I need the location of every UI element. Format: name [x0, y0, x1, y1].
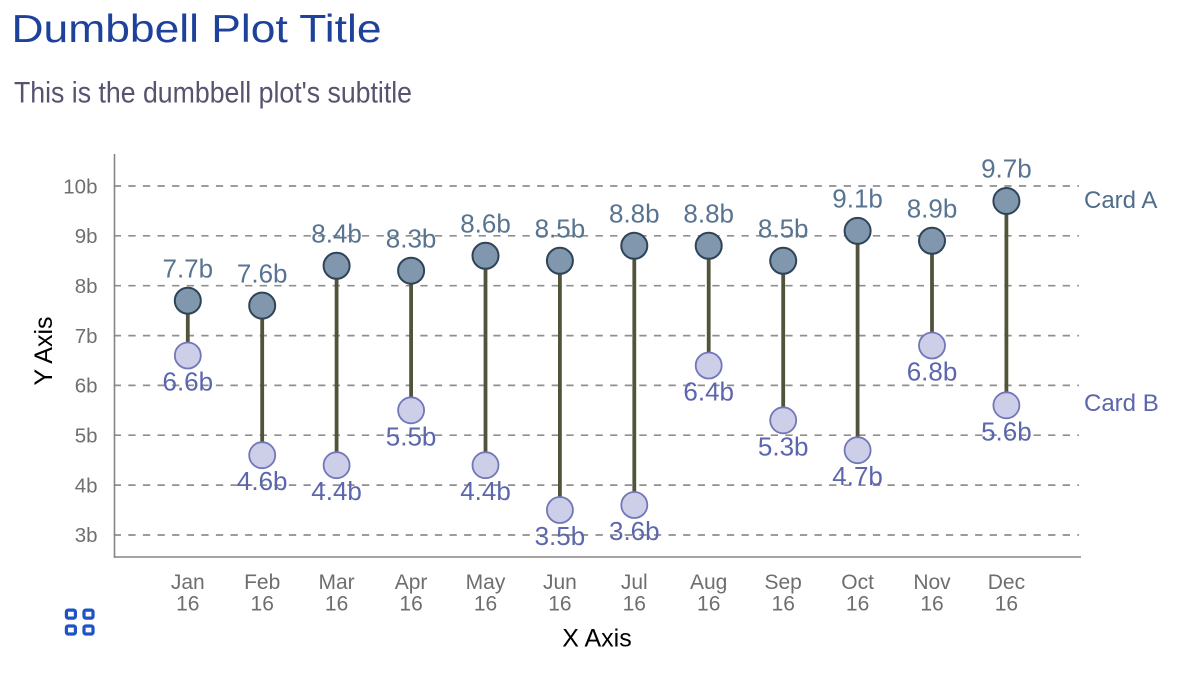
svg-text:8.5b: 8.5b — [758, 214, 809, 244]
svg-text:9.1b: 9.1b — [832, 184, 883, 214]
svg-text:3b: 3b — [75, 524, 98, 547]
svg-text:6b: 6b — [75, 375, 98, 398]
svg-text:Feb: Feb — [244, 571, 280, 594]
svg-text:7.6b: 7.6b — [237, 258, 288, 288]
svg-text:9.7b: 9.7b — [981, 154, 1032, 184]
svg-text:Nov: Nov — [913, 571, 951, 594]
svg-text:9b: 9b — [75, 225, 98, 248]
svg-text:16: 16 — [846, 593, 869, 616]
svg-text:Card B: Card B — [1084, 390, 1159, 417]
svg-text:16: 16 — [548, 593, 571, 616]
svg-text:10b: 10b — [63, 175, 97, 198]
svg-text:16: 16 — [772, 593, 795, 616]
svg-text:8.8b: 8.8b — [609, 199, 660, 229]
svg-text:Jan: Jan — [171, 571, 205, 594]
svg-text:16: 16 — [325, 593, 348, 616]
svg-text:16: 16 — [251, 593, 274, 616]
svg-text:4.6b: 4.6b — [237, 466, 288, 496]
svg-text:Sep: Sep — [765, 571, 802, 594]
svg-text:Oct: Oct — [841, 571, 874, 594]
svg-text:5.5b: 5.5b — [386, 421, 437, 451]
svg-text:May: May — [466, 571, 506, 594]
svg-text:Aug: Aug — [690, 571, 727, 594]
svg-text:16: 16 — [399, 593, 422, 616]
svg-text:16: 16 — [176, 593, 199, 616]
svg-text:Jul: Jul — [621, 571, 648, 594]
svg-text:8.4b: 8.4b — [311, 219, 362, 249]
svg-text:16: 16 — [474, 593, 497, 616]
svg-text:4.4b: 4.4b — [311, 476, 362, 506]
svg-text:4b: 4b — [75, 474, 98, 497]
svg-text:X Axis: X Axis — [562, 625, 631, 653]
svg-text:3.5b: 3.5b — [535, 521, 586, 551]
svg-text:5.6b: 5.6b — [981, 416, 1032, 446]
svg-text:16: 16 — [623, 593, 646, 616]
svg-text:Mar: Mar — [319, 571, 355, 594]
svg-text:16: 16 — [995, 593, 1018, 616]
svg-text:8b: 8b — [75, 275, 98, 298]
svg-text:5.3b: 5.3b — [758, 431, 809, 461]
svg-text:6.4b: 6.4b — [683, 377, 734, 407]
svg-text:Dec: Dec — [988, 571, 1025, 594]
svg-text:3.6b: 3.6b — [609, 516, 660, 546]
svg-text:8.5b: 8.5b — [535, 214, 586, 244]
svg-text:7b: 7b — [75, 325, 98, 348]
svg-text:8.8b: 8.8b — [683, 199, 734, 229]
svg-text:6.6b: 6.6b — [162, 367, 213, 397]
svg-text:4.7b: 4.7b — [832, 461, 883, 491]
svg-text:5b: 5b — [75, 425, 98, 448]
svg-text:This is the dumbbell plot's su: This is the dumbbell plot's subtitle — [14, 77, 412, 110]
svg-text:Card A: Card A — [1084, 187, 1157, 214]
svg-text:Apr: Apr — [395, 571, 428, 594]
svg-text:8.6b: 8.6b — [460, 209, 511, 239]
svg-text:Jun: Jun — [543, 571, 577, 594]
svg-text:4.4b: 4.4b — [460, 476, 511, 506]
svg-text:Dumbbell Plot Title: Dumbbell Plot Title — [12, 8, 382, 51]
svg-text:8.9b: 8.9b — [907, 194, 958, 224]
svg-text:16: 16 — [920, 593, 943, 616]
svg-text:16: 16 — [697, 593, 720, 616]
svg-text:6.8b: 6.8b — [907, 357, 958, 387]
svg-text:Y Axis: Y Axis — [30, 316, 58, 385]
svg-text:8.3b: 8.3b — [386, 223, 437, 253]
svg-text:7.7b: 7.7b — [162, 253, 213, 283]
